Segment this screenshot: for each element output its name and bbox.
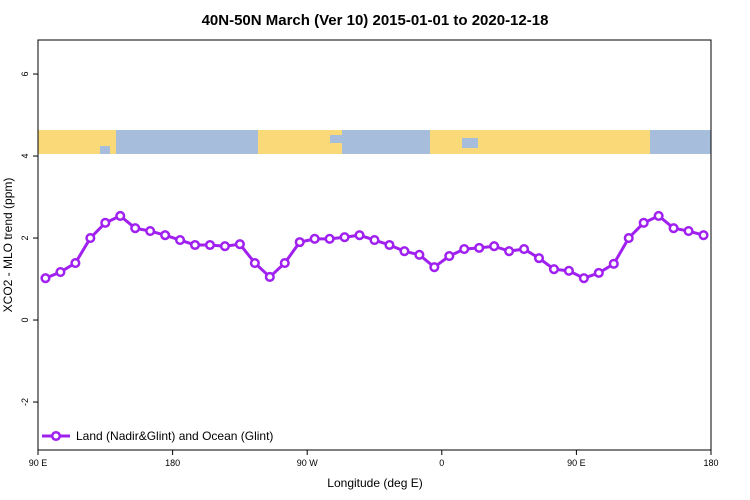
- point: [115, 210, 126, 221]
- point: [683, 226, 694, 237]
- point: [100, 217, 111, 228]
- point: [324, 233, 335, 244]
- x-tick-label: 180: [165, 458, 180, 468]
- y-tick-label: 0: [20, 318, 30, 323]
- point: [578, 273, 589, 284]
- point: [429, 262, 440, 273]
- point: [444, 251, 455, 262]
- point: [249, 257, 260, 269]
- x-tick-label: 0: [439, 458, 444, 468]
- point: [698, 230, 709, 241]
- point: [279, 257, 290, 269]
- point: [533, 253, 545, 264]
- point: [459, 244, 470, 255]
- point: [548, 264, 560, 275]
- point: [653, 210, 664, 221]
- x-axis-label: Longitude (deg E): [327, 476, 422, 490]
- point: [204, 239, 216, 251]
- point: [175, 235, 186, 246]
- point: [519, 244, 530, 255]
- point: [504, 246, 515, 257]
- plot-frame: [37, 39, 712, 451]
- legend-marker: [50, 430, 62, 442]
- y-tick-label: 6: [20, 72, 30, 77]
- x-tick-label: 90 W: [297, 458, 319, 468]
- point: [264, 271, 275, 283]
- point: [294, 237, 305, 248]
- point: [474, 242, 485, 253]
- chart-title: 40N-50N March (Ver 10) 2015-01-01 to 202…: [202, 12, 549, 29]
- x-tick-label: 180: [703, 458, 718, 468]
- y-tick-label: 4: [20, 154, 30, 159]
- point: [339, 232, 350, 243]
- point: [160, 230, 171, 241]
- point: [608, 258, 619, 269]
- y-tick-label: -2: [20, 398, 30, 406]
- point: [638, 217, 649, 228]
- point: [219, 241, 230, 252]
- point: [70, 257, 81, 269]
- point: [399, 246, 410, 257]
- x-tick-label: 90 E: [29, 458, 48, 468]
- point: [309, 233, 320, 244]
- point: [55, 267, 66, 278]
- point: [369, 235, 380, 246]
- series-line: [44, 214, 704, 280]
- point: [354, 230, 365, 241]
- point: [130, 223, 141, 234]
- point: [489, 241, 500, 252]
- point: [593, 267, 604, 278]
- map-strip: [38, 130, 711, 154]
- point: [40, 273, 51, 284]
- y-axis-label: XCO2 - MLO trend (ppm): [1, 178, 15, 313]
- point: [145, 226, 156, 237]
- legend-label: Land (Nadir&Glint) and Ocean (Glint): [76, 429, 273, 443]
- x-tick-label: 90 E: [567, 458, 586, 468]
- point: [85, 232, 96, 244]
- point: [623, 232, 634, 244]
- point: [563, 265, 574, 276]
- point: [189, 239, 201, 251]
- point: [668, 223, 679, 234]
- point: [384, 239, 395, 251]
- point: [414, 249, 425, 260]
- y-tick-label: 2: [20, 236, 30, 241]
- point: [234, 239, 245, 250]
